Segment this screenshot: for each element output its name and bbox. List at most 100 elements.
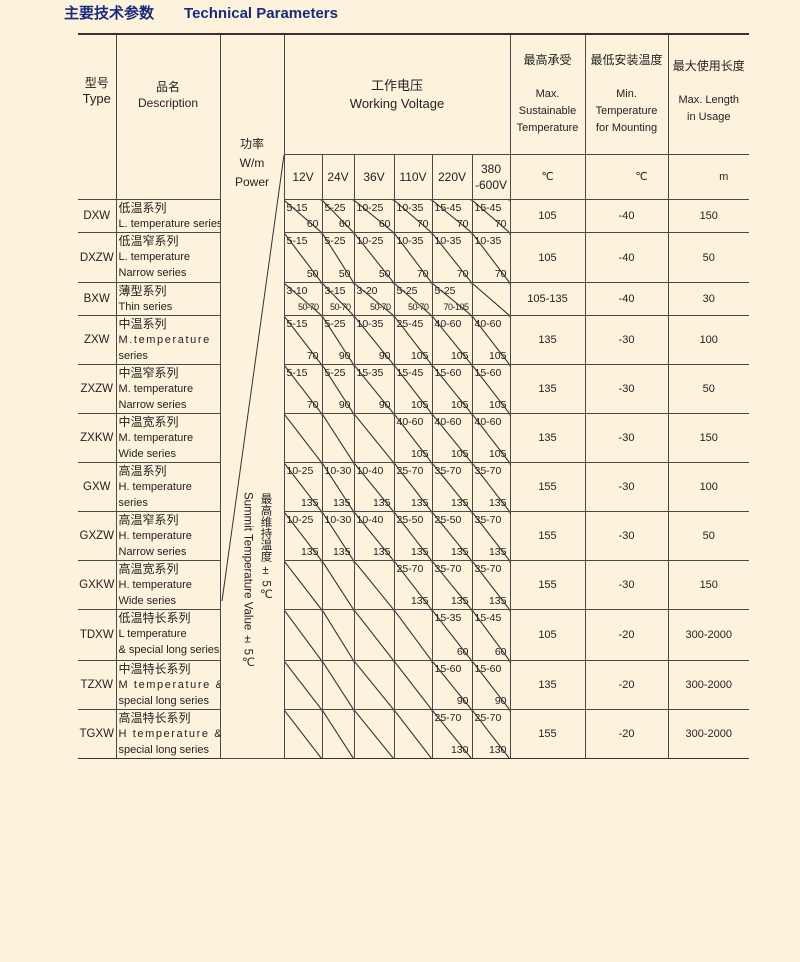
voltage-power-cell: 10-30 135: [321, 511, 355, 561]
voltage-header-5: 380 -600V: [471, 154, 511, 200]
min-temp-header-en: Min. Temperature for Mounting: [595, 88, 658, 134]
description-en: special long series: [118, 695, 210, 707]
min-temp-cell: -30: [584, 413, 669, 463]
max-length-cell: 50: [667, 232, 749, 283]
min-temp-cell: -20: [584, 609, 669, 661]
max-maintain-temp: 105: [410, 350, 429, 362]
max-length-cell: 150: [667, 413, 749, 463]
description-cell: 低温窄系列 L. temperature Narrow series: [115, 232, 221, 283]
min-temp-header: 最低安装温度 Min. Temperature for Mounting: [584, 33, 669, 155]
description-cn: 中温宽系列: [118, 415, 179, 429]
max-temp-cell: 135: [509, 413, 586, 463]
power-range: 10-40: [356, 465, 384, 477]
description-en: L temperature: [118, 628, 187, 640]
max-temp-header-cn: 最高承受: [523, 53, 572, 67]
voltage-power-cell: 5-25 70-105: [431, 282, 473, 316]
type-cell: TGXW: [78, 709, 117, 759]
voltage-power-cell: 10-25 135: [283, 511, 323, 561]
max-maintain-temp: 90: [494, 695, 507, 707]
table-row: TGXW 高温特长系列 H temperature & special long se…: [78, 709, 749, 759]
voltage-power-cell: [471, 282, 511, 316]
description-en: M. temperature: [118, 432, 194, 444]
voltage-power-cell: 10-25 60: [353, 199, 395, 233]
power-range: 5-25: [434, 285, 456, 297]
description-cell: 中温窄系列 M. temperature Narrow series: [115, 364, 221, 414]
max-temp-header: 最高承受 Max. Sustainable Temperature: [509, 33, 586, 155]
voltage-power-cell: 10-40 135: [353, 462, 395, 512]
max-maintain-temp: 50-70: [329, 302, 351, 312]
max-maintain-temp: 70-105: [443, 302, 469, 312]
voltage-power-cell: 25-70 135: [393, 560, 433, 610]
type-cell: ZXW: [78, 315, 117, 365]
power-range: 15-45: [396, 367, 424, 379]
max-maintain-temp: 105: [488, 399, 507, 411]
type-header-cn: 型号: [84, 76, 109, 90]
description-cn: 低温特长系列: [118, 611, 191, 625]
min-temp-cell: -20: [584, 660, 669, 710]
voltage-power-cell: [321, 413, 355, 463]
voltage-power-cell: 10-35 70: [393, 232, 433, 283]
power-range: 15-35: [434, 612, 462, 624]
max-length-cell: 100: [667, 462, 749, 512]
type-header: 型号 Type: [78, 33, 117, 200]
max-length-cell: 300-2000: [667, 609, 749, 661]
description-en: H. temperature: [118, 579, 192, 591]
voltage-power-cell: 40-60 105: [431, 413, 473, 463]
voltage-power-cell: 5-15 50: [283, 232, 323, 283]
power-range: 35-70: [474, 465, 502, 477]
max-maintain-temp: 70: [494, 218, 507, 230]
max-maintain-temp: 135: [488, 595, 507, 607]
working-voltage-header: 工作电压 Working Voltage: [283, 33, 511, 155]
power-range: 10-40: [356, 514, 384, 526]
max-maintain-temp: 135: [332, 546, 351, 558]
table-row: GXW 高温系列 H. temperature series 10-25 135 10-3…: [78, 462, 749, 512]
max-maintain-temp: 90: [456, 695, 469, 707]
max-maintain-temp: 90: [338, 399, 351, 411]
voltage-power-cell: 35-70 135: [471, 462, 511, 512]
power-range: 25-70: [474, 712, 502, 724]
summit-temperature-en: Summit Temperature Value ± 5℃: [241, 492, 254, 670]
description-cell: 低温特长系列 L temperature & special long series: [115, 609, 221, 661]
power-range: 35-70: [474, 563, 502, 575]
max-maintain-temp: 105: [410, 399, 429, 411]
voltage-header-4: 220V: [431, 154, 473, 200]
description-en: special long series: [118, 744, 210, 756]
max-maintain-temp: 60: [378, 218, 391, 230]
max-maintain-temp: 135: [410, 546, 429, 558]
voltage-power-cell: 40-60 105: [471, 315, 511, 365]
description-en: Narrow series: [118, 399, 187, 411]
voltage-power-cell: 15-45 60: [471, 609, 511, 661]
description-en: L. temperature series: [118, 218, 220, 230]
voltage-power-cell: 5-25 90: [321, 364, 355, 414]
min-temp-cell: -40: [584, 282, 669, 316]
power-range: 10-25: [286, 514, 314, 526]
max-maintain-temp: 135: [488, 546, 507, 558]
power-range: 5-25: [396, 285, 418, 297]
voltage-power-cell: [393, 609, 433, 661]
power-range: 10-30: [324, 465, 352, 477]
max-maintain-temp: 60: [338, 218, 351, 230]
voltage-power-cell: 35-70 135: [431, 462, 473, 512]
voltage-power-cell: 35-70 135: [471, 560, 511, 610]
description-cell: 高温系列 H. temperature series: [115, 462, 221, 512]
working-voltage-en: Working Voltage: [349, 95, 445, 111]
type-cell: GXZW: [78, 511, 117, 561]
voltage-power-cell: [353, 560, 395, 610]
description-cell: 高温窄系列 H. temperature Narrow series: [115, 511, 221, 561]
max-maintain-temp: 50-70: [407, 302, 429, 312]
description-en: M temperature &: [118, 679, 220, 691]
power-range: 10-35: [396, 202, 424, 214]
type-cell: DXW: [78, 199, 117, 233]
power-range: 25-70: [396, 465, 424, 477]
voltage-power-cell: [393, 709, 433, 759]
description-en: Wide series: [118, 448, 176, 460]
power-range: 15-45: [474, 612, 502, 624]
min-temp-cell: -40: [584, 199, 669, 233]
power-range: 3-20: [356, 285, 378, 297]
description-cell: 高温宽系列 H. temperature Wide series: [115, 560, 221, 610]
technical-parameters-table: 型号 Type 品名 Description 功率 W/m Power 最高维持…: [78, 33, 749, 759]
type-cell: TZXW: [78, 660, 117, 710]
type-cell: TDXW: [78, 609, 117, 661]
power-range: 40-60: [474, 416, 502, 428]
power-range: 5-15: [286, 367, 308, 379]
